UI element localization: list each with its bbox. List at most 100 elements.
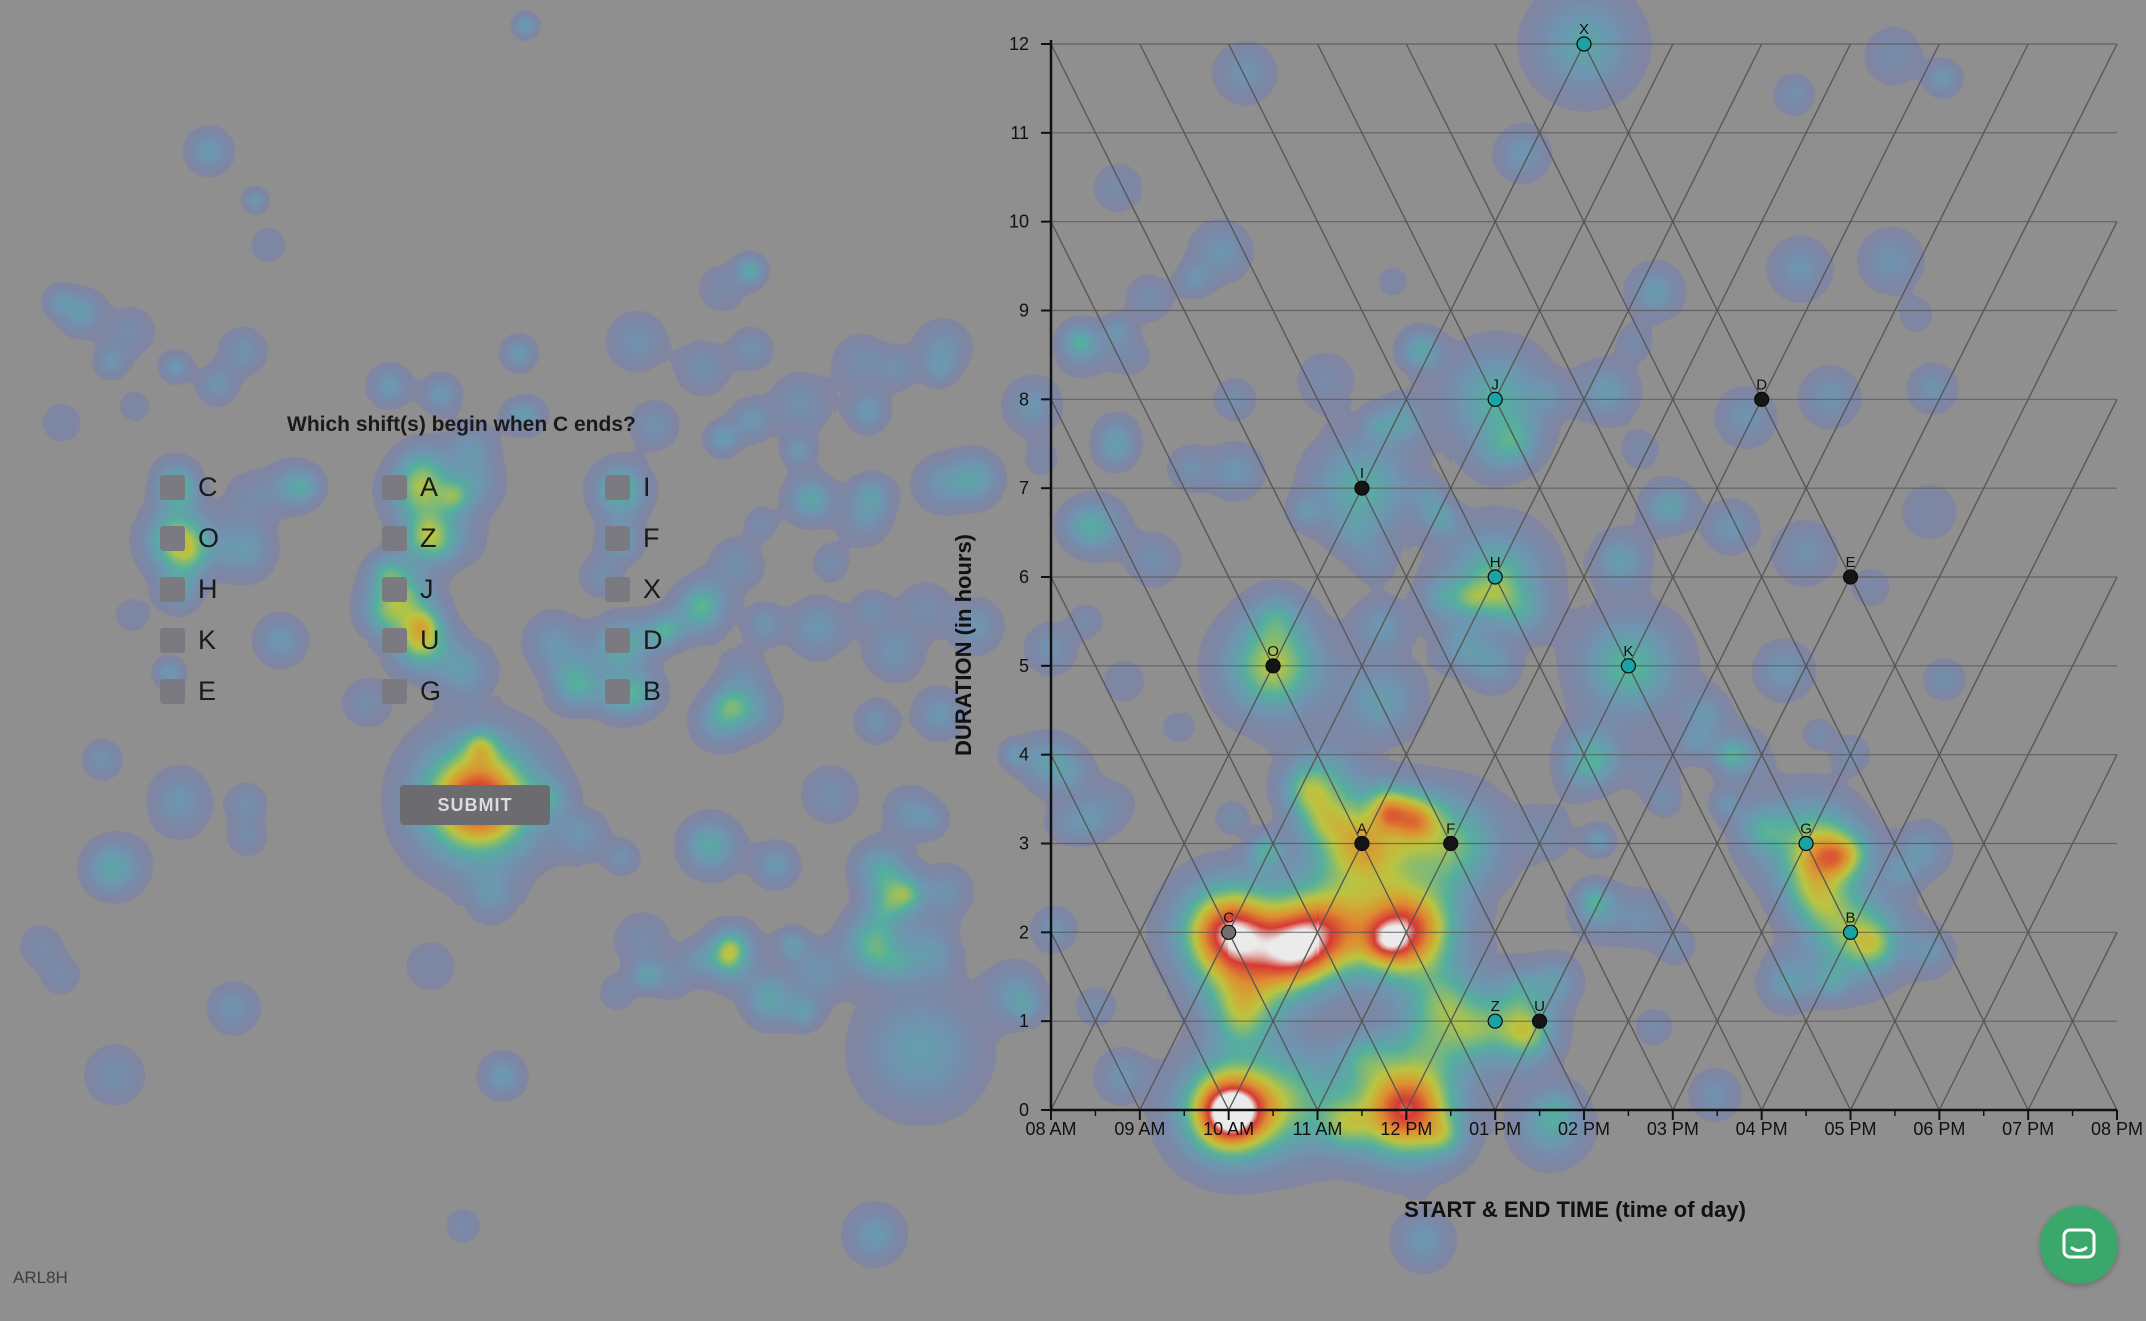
x-tick-label: 08 AM — [1025, 1119, 1076, 1139]
x-tick-labels: 08 AM 09 AM 10 AM 11 AM 12 PM 01 PM 02 PM 03 PM… — [1025, 1119, 2143, 1139]
checkbox[interactable] — [382, 678, 407, 704]
end-time-gridline — [1050, 754, 1230, 1111]
point-label: A — [1357, 821, 1367, 838]
point-label: E — [1845, 554, 1855, 571]
y-tick-label: 11 — [1010, 123, 1029, 143]
y-tick-label: 8 — [1019, 389, 1029, 409]
checkbox[interactable] — [160, 627, 185, 653]
option-label: A — [420, 471, 439, 502]
option-label: U — [420, 624, 440, 655]
data-point — [1265, 658, 1281, 674]
point-label: J — [1491, 376, 1499, 393]
y-tick-label: 4 — [1019, 745, 1029, 765]
checkbox[interactable] — [160, 576, 185, 602]
data-point — [1842, 924, 1859, 940]
chat-button[interactable] — [2040, 1206, 2118, 1284]
option-label: F — [643, 522, 660, 553]
option-x[interactable]: X — [605, 572, 661, 606]
data-point — [1487, 1013, 1503, 1029]
y-tick-label: 10 — [1009, 212, 1029, 232]
y-tick-label: 7 — [1019, 478, 1029, 498]
data-point — [1842, 569, 1859, 585]
checkbox[interactable] — [382, 474, 407, 500]
option-u[interactable]: U — [382, 623, 440, 657]
horizontal-gridlines — [1041, 43, 2117, 1111]
end-time-gridline — [1139, 43, 1674, 1111]
checkbox[interactable] — [605, 525, 630, 551]
data-point — [1354, 480, 1370, 496]
option-e[interactable]: E — [160, 674, 216, 708]
checkbox[interactable] — [605, 627, 630, 653]
option-z[interactable]: Z — [382, 521, 437, 555]
data-point — [1798, 835, 1814, 852]
point-label: G — [1800, 821, 1812, 838]
question-prompt: Which shift(s) begin when C ends? — [287, 413, 636, 436]
checkbox[interactable] — [382, 627, 407, 653]
end-time-gridline — [1050, 399, 1407, 1111]
option-label: H — [198, 573, 218, 604]
option-d[interactable]: D — [605, 623, 663, 657]
option-i[interactable]: I — [605, 470, 651, 504]
checkbox[interactable] — [605, 678, 630, 704]
option-label: I — [643, 471, 651, 502]
end-time-gridline — [1050, 932, 1141, 1111]
x-tick-label: 11 AM — [1293, 1119, 1343, 1139]
y-tick-label: 1 — [1019, 1011, 1029, 1031]
checkbox[interactable] — [382, 525, 407, 551]
checkbox[interactable] — [605, 474, 630, 500]
checkbox[interactable] — [605, 576, 630, 602]
option-b[interactable]: B — [605, 674, 661, 708]
x-tick-label: 03 PM — [1647, 1119, 1699, 1139]
option-g[interactable]: G — [382, 674, 441, 708]
option-label: D — [643, 624, 663, 655]
data-point — [1576, 36, 1592, 52]
end-time-gridline — [1050, 576, 1319, 1111]
option-k[interactable]: K — [160, 623, 216, 657]
x-tick-label: 04 PM — [1736, 1119, 1788, 1139]
y-tick-label: 3 — [1019, 834, 1029, 854]
checkbox[interactable] — [160, 678, 185, 704]
option-label: O — [198, 522, 220, 553]
chat-bubble-icon — [2062, 1228, 2096, 1259]
option-j[interactable]: J — [382, 572, 434, 606]
option-a[interactable]: A — [382, 470, 438, 504]
point-label: C — [1223, 909, 1234, 926]
x-tick-label: 01 PM — [1469, 1119, 1521, 1139]
point-label: U — [1534, 998, 1545, 1015]
data-point — [1487, 569, 1503, 585]
point-label: Z — [1491, 998, 1500, 1015]
option-label: C — [198, 471, 218, 502]
option-o[interactable]: O — [160, 521, 219, 555]
participant-code: ARL8H — [13, 1268, 68, 1287]
data-point — [1620, 658, 1637, 674]
x-tick-label: 12 PM — [1380, 1119, 1432, 1139]
x-tick-label: 09 AM — [1114, 1119, 1165, 1139]
point-label: O — [1267, 643, 1279, 660]
checkbox[interactable] — [382, 576, 407, 602]
point-label: X — [1579, 21, 1589, 38]
option-c[interactable]: C — [160, 470, 218, 504]
x-axis-title: START & END TIME (time of day) — [1404, 1197, 1746, 1222]
point-label: K — [1623, 643, 1633, 660]
end-time-gridline — [1316, 43, 1852, 1111]
point-label: I — [1360, 465, 1364, 482]
option-label: J — [420, 573, 434, 604]
y-tick-label: 2 — [1019, 922, 1029, 942]
end-time-gridline — [1050, 43, 1585, 1111]
y-tick-label: 5 — [1019, 656, 1029, 676]
checkbox[interactable] — [160, 525, 185, 551]
option-h[interactable]: H — [160, 572, 218, 606]
x-tick-label: 10 AM — [1203, 1119, 1254, 1139]
checkbox[interactable] — [160, 474, 185, 500]
option-label: B — [643, 675, 662, 706]
data-point — [1221, 924, 1237, 940]
option-f[interactable]: F — [605, 521, 660, 555]
x-tick-label: 05 PM — [1824, 1119, 1876, 1139]
x-tick-label: 06 PM — [1913, 1119, 1965, 1139]
y-tick-label: 12 — [1009, 34, 1029, 54]
submit-button[interactable]: SUBMIT — [400, 785, 550, 825]
data-point — [1354, 835, 1370, 852]
point-label: H — [1490, 554, 1501, 571]
